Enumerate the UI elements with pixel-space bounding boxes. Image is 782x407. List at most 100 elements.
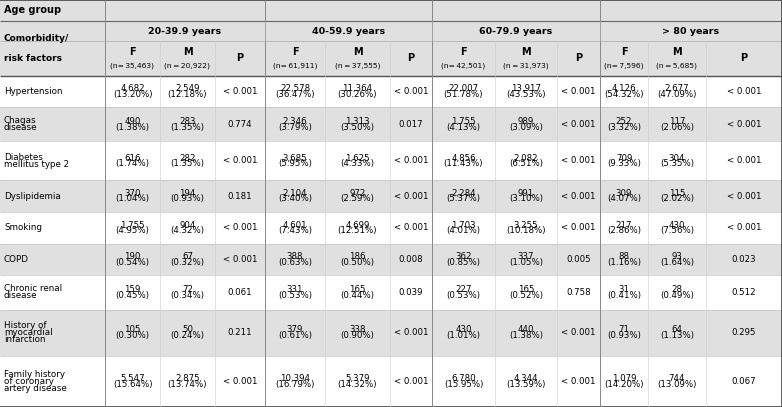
Text: mellitus type 2: mellitus type 2 (4, 160, 69, 169)
Text: (54.32%): (54.32%) (604, 90, 644, 98)
Text: 338: 338 (350, 326, 366, 335)
Text: (n= 7,596): (n= 7,596) (604, 63, 644, 69)
Text: Family history: Family history (4, 370, 65, 379)
Text: Dyslipidemia: Dyslipidemia (4, 192, 61, 201)
Text: < 0.001: < 0.001 (726, 223, 761, 232)
Text: < 0.001: < 0.001 (726, 192, 761, 201)
Text: < 0.001: < 0.001 (394, 328, 429, 337)
Text: disease: disease (4, 291, 38, 300)
Text: 0.211: 0.211 (228, 328, 253, 337)
Text: (13.74%): (13.74%) (168, 380, 207, 389)
Text: (1.04%): (1.04%) (116, 195, 149, 204)
Text: (4.95%): (4.95%) (116, 226, 149, 235)
Text: 331: 331 (287, 285, 303, 294)
Bar (0, 0, 782, 21)
Text: (2.86%): (2.86%) (607, 226, 641, 235)
Text: (4.33%): (4.33%) (340, 159, 375, 168)
Text: (0.44%): (0.44%) (340, 291, 375, 300)
Text: (9.33%): (9.33%) (607, 159, 641, 168)
Text: (3.50%): (3.50%) (340, 123, 375, 131)
Text: 11,364: 11,364 (343, 84, 372, 93)
Text: 22,578: 22,578 (280, 84, 310, 93)
Text: (2.06%): (2.06%) (660, 123, 694, 131)
Text: P: P (236, 53, 243, 63)
Text: 227: 227 (455, 285, 472, 294)
Text: < 0.001: < 0.001 (394, 377, 429, 386)
Text: 165: 165 (350, 285, 366, 294)
Text: < 0.001: < 0.001 (394, 156, 429, 165)
Text: (0.53%): (0.53%) (447, 291, 480, 300)
Text: (4.07%): (4.07%) (607, 195, 641, 204)
Text: 117: 117 (669, 117, 685, 126)
Text: (n = 37,555): (n = 37,555) (335, 63, 380, 69)
Text: 64: 64 (672, 326, 683, 335)
Text: 2,082: 2,082 (514, 153, 538, 163)
Text: (4.13%): (4.13%) (447, 123, 480, 131)
Text: (1.38%): (1.38%) (509, 331, 543, 340)
Text: (n = 31,973): (n = 31,973) (503, 63, 549, 69)
Text: M: M (183, 47, 192, 57)
Text: 6,780: 6,780 (451, 374, 475, 383)
Text: 1,703: 1,703 (451, 221, 475, 230)
Text: (14.20%): (14.20%) (604, 380, 644, 389)
Text: 904: 904 (179, 221, 196, 230)
Text: (2.02%): (2.02%) (660, 195, 694, 204)
Text: 337: 337 (518, 252, 534, 261)
Text: 50: 50 (182, 326, 193, 335)
Text: 165: 165 (518, 285, 534, 294)
Text: (51.78%): (51.78%) (443, 90, 483, 98)
Text: (0.49%): (0.49%) (660, 291, 694, 300)
Text: (10.18%): (10.18%) (506, 226, 546, 235)
Text: (n= 61,911): (n= 61,911) (273, 63, 317, 69)
Text: Chagas: Chagas (4, 116, 37, 125)
Text: (1.74%): (1.74%) (116, 159, 149, 168)
Text: F: F (621, 47, 627, 57)
Text: 0.039: 0.039 (399, 288, 423, 297)
Text: < 0.001: < 0.001 (394, 223, 429, 232)
Text: < 0.001: < 0.001 (223, 223, 257, 232)
Text: (13.09%): (13.09%) (658, 380, 697, 389)
Bar (0, 309, 782, 356)
Text: 0.005: 0.005 (566, 255, 591, 264)
Text: (0.45%): (0.45%) (116, 291, 149, 300)
Text: 67: 67 (182, 252, 193, 261)
Text: 31: 31 (619, 285, 630, 294)
Text: 744: 744 (669, 374, 685, 383)
Text: 4,601: 4,601 (282, 221, 307, 230)
Text: 0.023: 0.023 (732, 255, 756, 264)
Text: (30.26%): (30.26%) (338, 90, 377, 98)
Text: 2,875: 2,875 (175, 374, 200, 383)
Bar (0, 244, 782, 276)
Text: > 80 years: > 80 years (662, 26, 719, 35)
Text: (3.79%): (3.79%) (278, 123, 312, 131)
Text: 217: 217 (615, 221, 633, 230)
Text: < 0.001: < 0.001 (561, 87, 596, 96)
Text: 0.512: 0.512 (732, 288, 756, 297)
Text: (0.85%): (0.85%) (447, 258, 480, 267)
Text: F: F (460, 47, 467, 57)
Text: 20-39.9 years: 20-39.9 years (149, 26, 221, 35)
Text: Comorbidity/: Comorbidity/ (4, 34, 70, 43)
Text: Chronic renal: Chronic renal (4, 284, 62, 293)
Text: 13,917: 13,917 (511, 84, 541, 93)
Text: 88: 88 (619, 252, 630, 261)
Text: < 0.001: < 0.001 (223, 87, 257, 96)
Text: (14.32%): (14.32%) (338, 380, 377, 389)
Text: M: M (521, 47, 531, 57)
Text: 440: 440 (518, 326, 534, 335)
Text: artery disease: artery disease (4, 384, 66, 393)
Text: 5,379: 5,379 (345, 374, 370, 383)
Bar (0, 107, 782, 141)
Text: 4,126: 4,126 (612, 84, 637, 93)
Bar (0, 141, 782, 180)
Text: (13.59%): (13.59%) (506, 380, 546, 389)
Text: 388: 388 (287, 252, 303, 261)
Text: (1.16%): (1.16%) (607, 258, 641, 267)
Text: < 0.001: < 0.001 (561, 223, 596, 232)
Text: (12.51%): (12.51%) (338, 226, 377, 235)
Bar (0, 21, 782, 42)
Text: (0.61%): (0.61%) (278, 331, 312, 340)
Text: (0.90%): (0.90%) (341, 331, 375, 340)
Text: (12.18%): (12.18%) (168, 90, 207, 98)
Text: 3,685: 3,685 (282, 153, 307, 163)
